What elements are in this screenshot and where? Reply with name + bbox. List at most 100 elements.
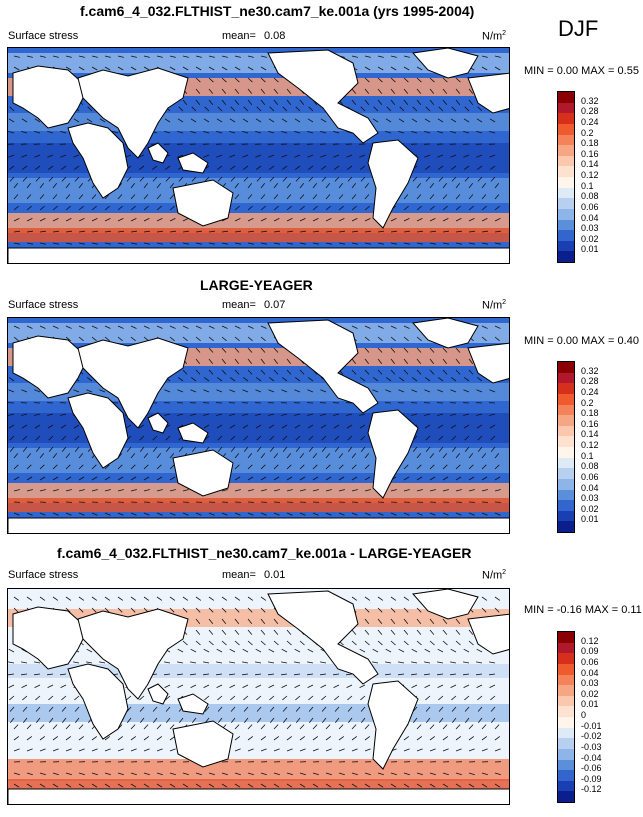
colorbar-swatch: [558, 457, 574, 469]
colorbar-tick-label: -0.06: [581, 763, 602, 774]
colorbar-tick-label: 0.12: [581, 635, 599, 646]
colorbar-tick-label: 0.06: [581, 471, 599, 482]
colorbar-swatch: [558, 653, 574, 664]
colorbar-tick-label: 0.03: [581, 678, 599, 689]
colorbar-swatch: [558, 404, 574, 416]
colorbar-swatch: [558, 738, 574, 749]
panel-1-colorbar: [557, 91, 575, 263]
panel-3-mean-value: 0.01: [264, 569, 286, 581]
land-mass: [467, 613, 509, 655]
panel-2-mean-label: mean=: [222, 299, 256, 311]
land-mass: [267, 49, 379, 144]
panel-3-variable: Surface stress: [8, 569, 79, 581]
colorbar-tick-label: 0.03: [581, 493, 599, 504]
panel-1-map: [7, 47, 510, 264]
colorbar-swatch: [558, 706, 574, 717]
colorbar-swatch: [558, 727, 574, 739]
colorbar-swatch: [558, 521, 574, 532]
colorbar-tick-label: 0.16: [581, 418, 599, 429]
colorbar-swatch: [558, 219, 574, 231]
stress-band: [8, 178, 509, 203]
colorbar-tick-label: 0.1: [581, 450, 594, 461]
colorbar-swatch: [558, 134, 574, 146]
land-mass: [67, 122, 129, 199]
colorbar-swatch: [558, 92, 574, 103]
panel-2-map: [7, 317, 510, 534]
colorbar-swatch: [558, 632, 574, 643]
colorbar-tick-label: 0.08: [581, 461, 599, 472]
colorbar-tick-label: -0.12: [581, 784, 602, 795]
land-mass: [77, 337, 189, 429]
colorbar-tick-label: 0.02: [581, 503, 599, 514]
colorbar-swatch: [558, 510, 574, 522]
colorbar-swatch: [558, 780, 574, 792]
colorbar-tick-label: 0.01: [581, 514, 599, 525]
colorbar-tick-label: -0.02: [581, 731, 602, 742]
colorbar-swatch: [558, 102, 574, 114]
panel-1-map-svg: [8, 48, 509, 263]
colorbar-tick-label: 0.09: [581, 646, 599, 657]
colorbar-swatch: [558, 447, 574, 458]
land-mass: [147, 683, 169, 705]
colorbar-tick-label: 0.18: [581, 138, 599, 149]
panel-3-map-svg: [8, 589, 509, 804]
land-mass: [172, 449, 234, 497]
colorbar-tick-label: -0.04: [581, 752, 602, 763]
land-mass: [367, 680, 419, 770]
panel-3-mean-label: mean=: [222, 569, 256, 581]
colorbar-swatch: [558, 240, 574, 252]
colorbar-swatch: [558, 123, 574, 135]
colorbar-tick-label: 0.1: [581, 180, 594, 191]
colorbar-swatch: [558, 187, 574, 199]
panel-2-title: LARGE-YEAGER: [200, 277, 313, 293]
colorbar-tick-label: 0.08: [581, 191, 599, 202]
colorbar-swatch: [558, 166, 574, 177]
panel-3-units: N/m2: [482, 569, 507, 582]
land-mass: [12, 65, 89, 129]
colorbar-tick-label: 0.12: [581, 440, 599, 450]
colorbar-tick-label: 0.14: [581, 159, 599, 170]
land-mass: [12, 335, 89, 399]
land-mass: [367, 409, 419, 499]
land-mass: [177, 422, 209, 444]
colorbar-tick-label: 0.04: [581, 482, 599, 493]
panel-2-mean-value: 0.07: [264, 299, 286, 311]
stress-band: [8, 228, 509, 242]
colorbar-swatch: [558, 425, 574, 437]
colorbar-tick-label: 0.12: [581, 170, 599, 180]
panel-2-colorbar: [557, 361, 575, 533]
colorbar-swatch: [558, 770, 574, 781]
stress-band: [8, 779, 509, 789]
colorbar-tick-label: 0: [581, 710, 587, 720]
stress-band: [8, 704, 509, 722]
panel-1-units: N/m2: [482, 30, 507, 43]
colorbar-tick-label: -0.01: [581, 720, 602, 731]
land-mass: [172, 179, 234, 227]
panel-1-mean-label: mean=: [222, 30, 256, 42]
land-mass: [147, 412, 169, 434]
colorbar-swatch: [558, 436, 574, 447]
colorbar-tick-label: -0.03: [581, 741, 602, 752]
land-mass: [267, 590, 379, 685]
stress-band: [8, 498, 509, 512]
land-mass: [367, 139, 419, 229]
panel-3-title: f.cam6_4_032.FLTHIST_ne30.cam7_ke.001a -…: [57, 545, 472, 561]
panel-2-units: N/m2: [482, 299, 507, 312]
land-mass: [8, 788, 509, 804]
colorbar-tick-label: 0.28: [581, 106, 599, 117]
stress-band: [8, 448, 509, 473]
colorbar-swatch: [558, 155, 574, 167]
colorbar-swatch: [558, 642, 574, 654]
colorbar-swatch: [558, 663, 574, 675]
colorbar-swatch: [558, 717, 574, 728]
colorbar-tick-label: 0.18: [581, 408, 599, 419]
panel-1-mean-value: 0.08: [264, 30, 286, 42]
land-mass: [8, 517, 509, 533]
land-mass: [177, 152, 209, 174]
colorbar-tick-label: 0.02: [581, 688, 599, 699]
colorbar-swatch: [558, 362, 574, 373]
colorbar-tick-label: 0.32: [581, 365, 599, 376]
panel-1-title: f.cam6_4_032.FLTHIST_ne30.cam7_ke.001a (…: [80, 3, 475, 19]
colorbar-swatch: [558, 251, 574, 262]
land-mass: [467, 342, 509, 384]
